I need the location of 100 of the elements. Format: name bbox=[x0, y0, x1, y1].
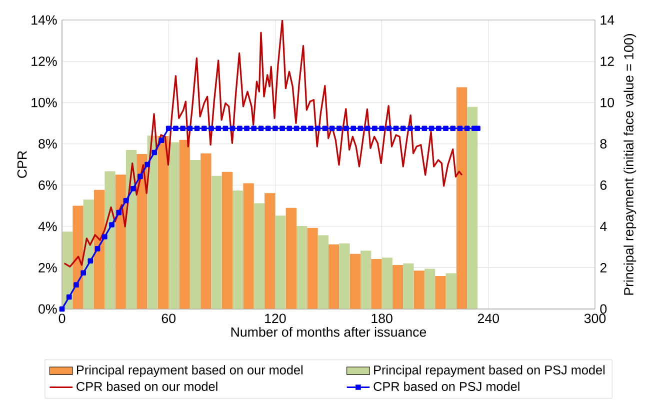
point bbox=[230, 126, 236, 132]
point bbox=[315, 126, 321, 132]
point bbox=[166, 126, 172, 132]
bar bbox=[371, 259, 382, 309]
bar bbox=[72, 206, 84, 309]
bar bbox=[360, 250, 372, 309]
bar bbox=[328, 244, 340, 309]
line-series bbox=[64, 20, 463, 268]
y2-axis-title: Principal repayment (initial face value = 100) bbox=[624, 34, 636, 295]
bar bbox=[190, 160, 201, 309]
point bbox=[109, 222, 114, 228]
point bbox=[116, 210, 122, 216]
bar bbox=[467, 106, 478, 309]
bar bbox=[147, 136, 158, 309]
point bbox=[123, 198, 129, 204]
x-tick-label: 120 bbox=[265, 314, 286, 324]
y2-tick-label: 0 bbox=[600, 304, 607, 314]
point bbox=[308, 126, 314, 132]
bar bbox=[307, 228, 318, 309]
bar bbox=[179, 140, 190, 309]
bar bbox=[168, 142, 180, 309]
bar bbox=[158, 136, 169, 309]
point bbox=[138, 174, 143, 180]
point bbox=[187, 126, 193, 132]
point bbox=[244, 126, 250, 132]
point bbox=[386, 126, 392, 132]
point bbox=[408, 126, 413, 132]
bar bbox=[200, 153, 212, 309]
bar bbox=[318, 235, 328, 309]
point bbox=[393, 126, 399, 132]
y2-tick-label: 6 bbox=[600, 180, 607, 190]
bar bbox=[392, 265, 404, 309]
point bbox=[422, 126, 428, 132]
y-tick-label: 8% bbox=[38, 139, 57, 149]
bar bbox=[243, 183, 254, 309]
x-tick-label: 240 bbox=[478, 314, 499, 324]
point bbox=[208, 126, 214, 132]
bar bbox=[232, 190, 244, 309]
point bbox=[344, 126, 349, 132]
bar bbox=[350, 254, 360, 309]
bar bbox=[339, 243, 350, 309]
point bbox=[80, 270, 86, 276]
y2-tick-label: 10 bbox=[600, 98, 614, 108]
bar bbox=[136, 154, 148, 309]
point bbox=[329, 126, 335, 132]
point bbox=[251, 126, 257, 132]
point bbox=[173, 126, 178, 132]
x-tick-label: 60 bbox=[162, 314, 176, 324]
point bbox=[102, 234, 108, 240]
point bbox=[258, 126, 264, 132]
bar bbox=[424, 268, 436, 309]
point bbox=[216, 126, 222, 132]
bar bbox=[104, 171, 116, 309]
point bbox=[358, 126, 364, 132]
point bbox=[350, 126, 356, 132]
bar bbox=[275, 216, 286, 309]
point bbox=[286, 126, 292, 132]
point bbox=[450, 126, 456, 132]
point bbox=[372, 126, 378, 132]
legend-label: CPR based on our model bbox=[76, 382, 218, 391]
point bbox=[400, 126, 406, 132]
bar bbox=[414, 270, 424, 309]
point bbox=[66, 294, 72, 300]
point bbox=[294, 126, 300, 132]
point bbox=[130, 186, 136, 192]
x-tick-label: 300 bbox=[584, 314, 606, 324]
point bbox=[475, 126, 480, 132]
point bbox=[74, 282, 79, 288]
point bbox=[280, 126, 285, 132]
y-axis-title: CPR bbox=[17, 151, 27, 178]
point bbox=[88, 258, 94, 264]
point bbox=[436, 126, 442, 132]
x-axis-title: Number of months after issuance bbox=[231, 326, 426, 337]
point bbox=[272, 126, 278, 132]
bar bbox=[403, 263, 414, 309]
bar bbox=[254, 203, 265, 309]
point bbox=[201, 126, 207, 132]
point bbox=[322, 126, 328, 132]
point bbox=[443, 126, 448, 132]
point bbox=[336, 126, 342, 132]
y-tick-label: 2% bbox=[38, 263, 57, 272]
y-tick-label: 0% bbox=[38, 304, 57, 314]
bar bbox=[115, 174, 126, 309]
y2-tick-label: 8 bbox=[600, 139, 607, 149]
point bbox=[464, 126, 470, 132]
point bbox=[144, 162, 150, 168]
legend-label: CPR based on PSJ model bbox=[374, 382, 520, 391]
bar bbox=[456, 87, 468, 309]
bar bbox=[222, 172, 233, 309]
point bbox=[379, 126, 384, 132]
x-tick-label: 0 bbox=[58, 314, 66, 324]
y2-tick-label: 2 bbox=[600, 263, 606, 272]
point bbox=[194, 126, 200, 132]
bar bbox=[296, 226, 308, 309]
bar bbox=[264, 193, 276, 309]
bar bbox=[382, 258, 392, 309]
point bbox=[457, 126, 463, 132]
point bbox=[158, 138, 164, 144]
y2-tick-label: 14 bbox=[600, 15, 614, 25]
y-tick-label: 12% bbox=[32, 56, 57, 66]
